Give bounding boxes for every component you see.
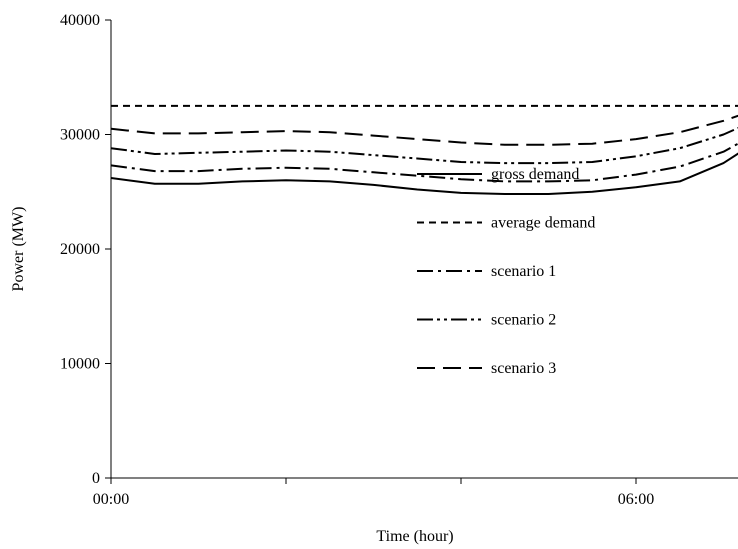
y-axis: 0 10000 20000 30000 40000 <box>60 12 112 487</box>
legend-label: scenario 3 <box>491 360 556 377</box>
series-line-5 <box>111 114 738 146</box>
y-tick-label: 30000 <box>60 127 100 144</box>
y-ticks: 0 10000 20000 30000 40000 <box>60 12 111 487</box>
y-tick-label: 20000 <box>60 241 100 258</box>
series-layer <box>111 104 738 195</box>
legend-label: average demand <box>491 215 595 232</box>
legend-label: scenario 1 <box>491 263 556 280</box>
legend-label: scenario 2 <box>491 312 556 329</box>
x-axis-title: Time (hour) <box>376 528 453 545</box>
x-tick-label: 00:00 <box>93 491 129 508</box>
legend-label: gross demand <box>491 166 579 183</box>
series-line-3 <box>111 142 738 183</box>
series-line-4 <box>111 126 738 165</box>
series-line-1 <box>111 152 738 195</box>
y-axis-title: Power (MW) <box>10 207 27 292</box>
x-tick-label: 06:00 <box>618 491 654 508</box>
y-tick-label: 0 <box>92 470 100 487</box>
legend: gross demand average demand scenario 1 scen… <box>417 166 595 377</box>
y-tick-label: 40000 <box>60 12 100 29</box>
y-tick-label: 10000 <box>60 356 100 373</box>
